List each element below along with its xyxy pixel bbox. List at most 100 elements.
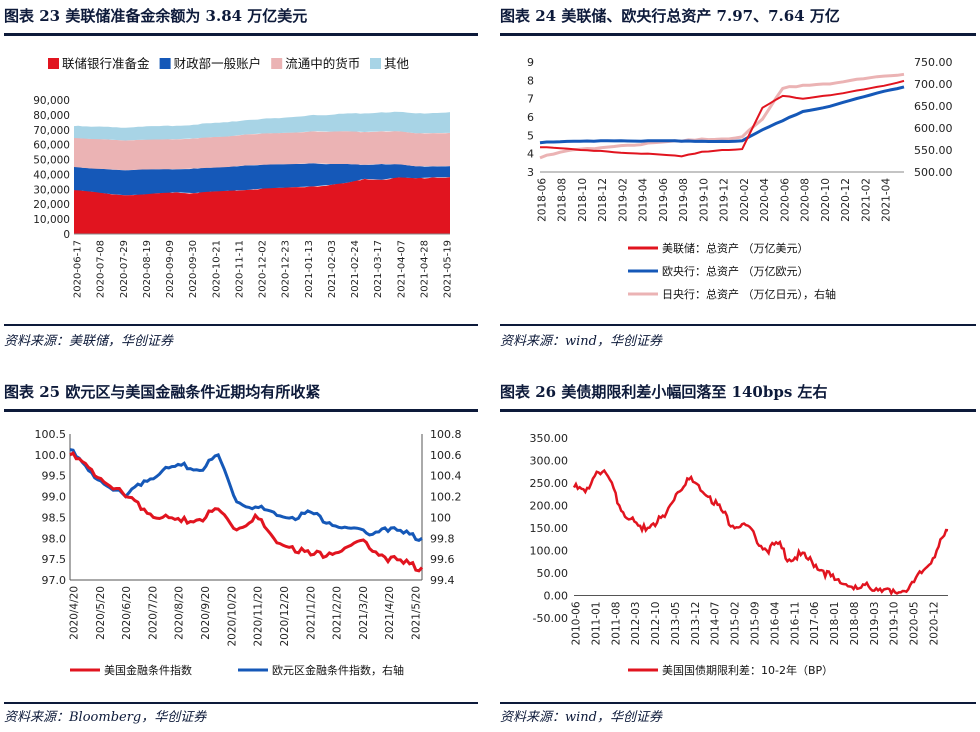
legend-swatch <box>370 58 381 69</box>
x-tick-label: 2021/1/20 <box>305 586 317 640</box>
x-tick-label: 2019-03 <box>869 602 881 646</box>
x-tick-label: 2019-04 <box>638 178 650 222</box>
legend-label: 联储银行准备金 <box>62 56 150 71</box>
x-tick-label: 2011-08 <box>610 602 622 646</box>
y-tick-label: 10,000 <box>33 214 70 226</box>
x-tick-label: 2019-10 <box>889 602 901 646</box>
x-tick-label: 2021-03-17 <box>373 240 384 298</box>
x-tick-label: 2020-09-09 <box>165 240 176 298</box>
y2-tick-label: 100.2 <box>430 491 462 504</box>
line-欧元区金融条件指数，右轴 <box>69 448 423 543</box>
x-tick-label: 2015-02 <box>730 602 742 646</box>
y2-tick-label: 100.8 <box>430 428 462 441</box>
y-tick-label: 250.00 <box>530 477 569 490</box>
x-tick-label: 2018-01 <box>829 602 841 646</box>
legend-swatch <box>48 58 59 69</box>
x-tick-label: 2021-05-19 <box>443 240 454 298</box>
y-tick-label: 3 <box>527 166 534 179</box>
legend-swatch <box>271 58 283 69</box>
x-tick-label: 2013-12 <box>690 602 702 646</box>
x-tick-label: 2015-09 <box>750 602 762 646</box>
x-tick-label: 2018-06 <box>537 178 549 222</box>
chart-central-bank-assets: 3 4 5 6 7 8 9 500.00 550.00 600.00 650.00 700.00 750… <box>527 56 953 301</box>
y-tick-label: 80,000 <box>33 110 70 122</box>
x-tick-label: 2021-02-24 <box>350 240 361 298</box>
x-tick-label: 2018-10 <box>577 178 589 222</box>
y2-tick-label: 99.4 <box>430 574 455 587</box>
x-tick-label: 2017-06 <box>809 601 821 645</box>
line-日央行：总资产 （万亿日元），右轴 <box>539 72 905 160</box>
x-tick-label: 2013-05 <box>670 602 682 646</box>
x-tick-label: 2021/5/20 <box>411 586 423 640</box>
chart-financial-conditions: 97.0 97.5 98.0 98.5 99.0 99.5 100.0 100.5 99.4 99… <box>35 428 462 677</box>
x-tick-label: 2016-04 <box>769 601 781 645</box>
x-tick-label: 2018-12 <box>597 178 609 222</box>
y-tick-label: 9 <box>527 56 534 69</box>
x-tick-label: 2021-02-03 <box>327 240 338 298</box>
source-rule <box>500 324 976 326</box>
x-tick-label: 2021/3/20 <box>358 586 370 640</box>
x-tick-label: 2019-10 <box>698 178 710 222</box>
title-rule <box>500 409 976 412</box>
panel-fed-reserves: 图表 23 美联储准备金余额为 3.84 万亿美元 联储银行准备金 财政部一般账户… <box>4 4 478 356</box>
panel-title: 图表 26 美债期限利差小幅回落至 140bps 左右 <box>500 383 828 401</box>
x-tick-label: 2011-01 <box>590 602 602 646</box>
legend-label: 日央行：总资产 （万亿日元），右轴 <box>662 287 836 301</box>
x-tick-label: 2020/6/20 <box>121 586 133 640</box>
y-tick-label: 150.00 <box>530 522 569 535</box>
legend-label: 美国金融条件指数 <box>104 663 192 677</box>
x-tick-label: 2019-08 <box>678 178 690 222</box>
x-tick-label: 2020-11-11 <box>234 240 245 298</box>
x-tick-label: 2020-04 <box>759 178 771 222</box>
panel-title: 图表 23 美联储准备金余额为 3.84 万亿美元 <box>4 7 308 25</box>
y-tick-label: 0.00 <box>544 590 569 603</box>
y-tick-label: 20,000 <box>33 199 70 211</box>
x-tick-label: 2020-07-29 <box>119 240 130 298</box>
x-tick-label: 2012-03 <box>630 602 642 646</box>
y2-tick-label: 99.6 <box>430 553 455 566</box>
x-tick-label: 2020/4/20 <box>69 586 81 640</box>
x-tick-label: 2020-07-08 <box>96 240 107 298</box>
y-tick-label: 350.00 <box>530 432 569 445</box>
y-tick-label: 8 <box>527 74 534 87</box>
x-tick-label: 2020-09-30 <box>188 240 199 298</box>
y-tick-label: -50.00 <box>533 612 568 625</box>
area-财政部一般账户 <box>74 163 450 196</box>
y-tick-label: 97.0 <box>42 574 67 587</box>
panel-title: 图表 24 美联储、欧央行总资产 7.97、7.64 万亿 <box>500 7 840 25</box>
x-tick-label: 2019-02 <box>617 178 629 222</box>
legend-label: 美联储：总资产 （万亿美元） <box>662 241 809 255</box>
legend-label: 其他 <box>384 56 410 71</box>
x-tick-label: 2014-07 <box>710 602 722 646</box>
y-tick-label: 300.00 <box>530 455 569 468</box>
x-tick-label: 2021-04 <box>881 178 893 222</box>
x-tick-label: 2020/11/20 <box>253 586 265 647</box>
panel-financial-conditions: 图表 25 欧元区与美国金融条件近期均有所收紧 97.0 97.5 98.0 98.5… <box>4 380 478 730</box>
x-tick-label: 2018-08 <box>849 602 861 646</box>
legend-label: 欧元区金融条件指数，右轴 <box>272 663 404 677</box>
panel-term-spread: 图表 26 美债期限利差小幅回落至 140bps 左右 -50.00 0.00 50… <box>500 380 976 730</box>
x-tick-label: 2020/9/20 <box>200 586 212 640</box>
source-rule <box>4 324 478 326</box>
y2-tick-label: 100.4 <box>430 470 462 483</box>
y-tick-label: 40,000 <box>33 169 70 181</box>
y2-tick-label: 100.6 <box>430 449 462 462</box>
x-tick-label: 2021-04-28 <box>419 240 430 298</box>
y-tick-label: 100.00 <box>530 545 569 558</box>
area-流通中的货币 <box>74 131 450 171</box>
y2-tick-label: 550.00 <box>914 144 953 157</box>
legend-label: 财政部一般账户 <box>174 56 262 71</box>
y-tick-label: 0 <box>63 229 70 241</box>
y-tick-label: 100.5 <box>35 428 67 441</box>
title-rule <box>4 409 478 412</box>
x-tick-label: 2016-11 <box>789 602 801 646</box>
x-tick-label: 2019-06 <box>658 178 670 222</box>
y-tick-label: 6 <box>527 111 534 124</box>
line-欧央行：总资产 （万亿欧元） <box>539 85 905 145</box>
x-tick-label: 2020-05 <box>909 602 921 646</box>
y-tick-label: 4 <box>527 148 534 161</box>
area-其他 <box>74 111 450 141</box>
source-note: 资料来源：wind，华创证券 <box>500 710 662 725</box>
line-美国金融条件指数 <box>69 451 424 573</box>
y2-tick-label: 100 <box>430 511 451 524</box>
